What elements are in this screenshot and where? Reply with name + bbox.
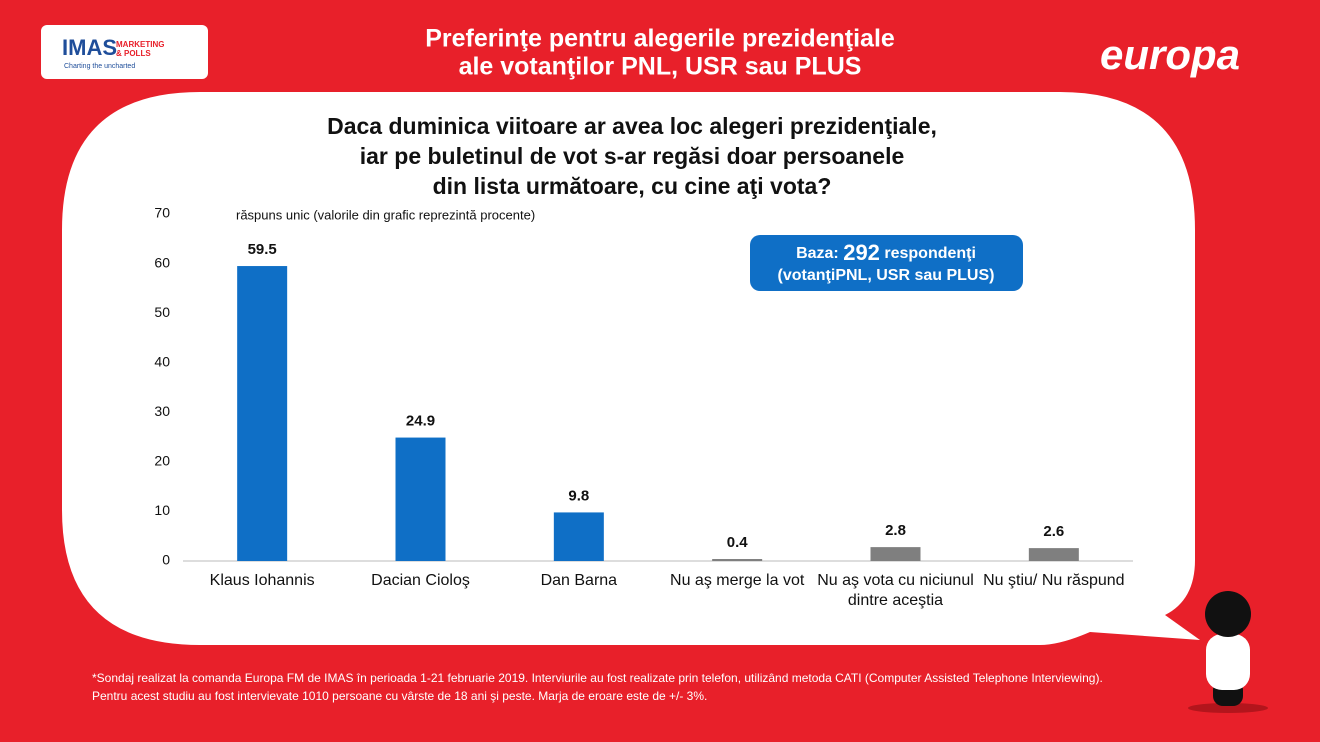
bar [553, 512, 604, 561]
x-tick-label: Dacian Cioloş [371, 572, 470, 589]
title: Preferinţe pentru alegerile prezidenţial… [425, 25, 895, 53]
x-tick-label: Nu aş merge la vot [670, 572, 805, 589]
bar [712, 559, 763, 561]
bar [395, 437, 446, 561]
y-tick-label: 10 [154, 502, 170, 518]
base-count: 292 [843, 240, 880, 265]
y-tick-label: 50 [154, 304, 170, 320]
x-tick-label: Klaus Iohannis [209, 572, 315, 589]
logo-right-suffix: fm [1205, 27, 1222, 43]
value-label: 59.5 [248, 241, 277, 258]
y-tick-label: 20 [154, 453, 170, 469]
bar [1028, 548, 1079, 561]
y-tick-label: 30 [154, 403, 170, 419]
value-label: 0.4 [727, 534, 749, 551]
x-tick-label: Nu aş vota cu niciunul dintre aceştia [817, 572, 974, 609]
y-tick-label: 0 [162, 552, 170, 568]
value-label: 9.8 [568, 487, 589, 504]
x-tick-label: Dan Barna [540, 572, 618, 589]
logo-tag: MARKETING [116, 40, 164, 49]
base-box [750, 235, 1023, 291]
value-label: 24.9 [406, 413, 435, 430]
title: ale votanţilor PNL, USR sau PLUS [459, 53, 862, 81]
x-tick-label: Nu ştiu/ Nu răspund [983, 572, 1125, 589]
logo-motto: Charting the uncharted [64, 63, 135, 70]
value-label: 2.8 [885, 522, 906, 539]
base-label: Baza: [796, 245, 839, 262]
base-unit: respondenţi [884, 245, 976, 262]
logo-tag: & POLLS [116, 49, 151, 58]
question: din lista următoare, cu cine aţi vota? [433, 173, 832, 199]
y-tick-label: 60 [154, 254, 170, 270]
bubble [62, 92, 1200, 645]
subtitle: răspuns unic (valorile din grafic reprez… [236, 207, 535, 222]
footnote: Pentru acest studiu au fost intervievate… [92, 689, 707, 703]
base-text: Baza: 292 respondenţi [796, 240, 976, 265]
question: iar pe buletinul de vot s-ar regăsi doar… [360, 143, 905, 169]
logo-name: IMAS [62, 35, 117, 60]
base-note: (votanţiPNL, USR sau PLUS) [778, 267, 995, 284]
bar [870, 547, 921, 561]
mascot [1188, 591, 1268, 713]
bar [237, 266, 288, 561]
logo-right: europa [1100, 31, 1240, 78]
logo-box [41, 25, 208, 79]
footnote: *Sondaj realizat la comanda Europa FM de… [92, 671, 1103, 685]
value-label: 2.6 [1043, 523, 1064, 540]
y-tick-label: 70 [154, 205, 170, 221]
y-tick-label: 40 [154, 353, 170, 369]
question: Daca duminica viitoare ar avea loc alege… [327, 113, 937, 139]
